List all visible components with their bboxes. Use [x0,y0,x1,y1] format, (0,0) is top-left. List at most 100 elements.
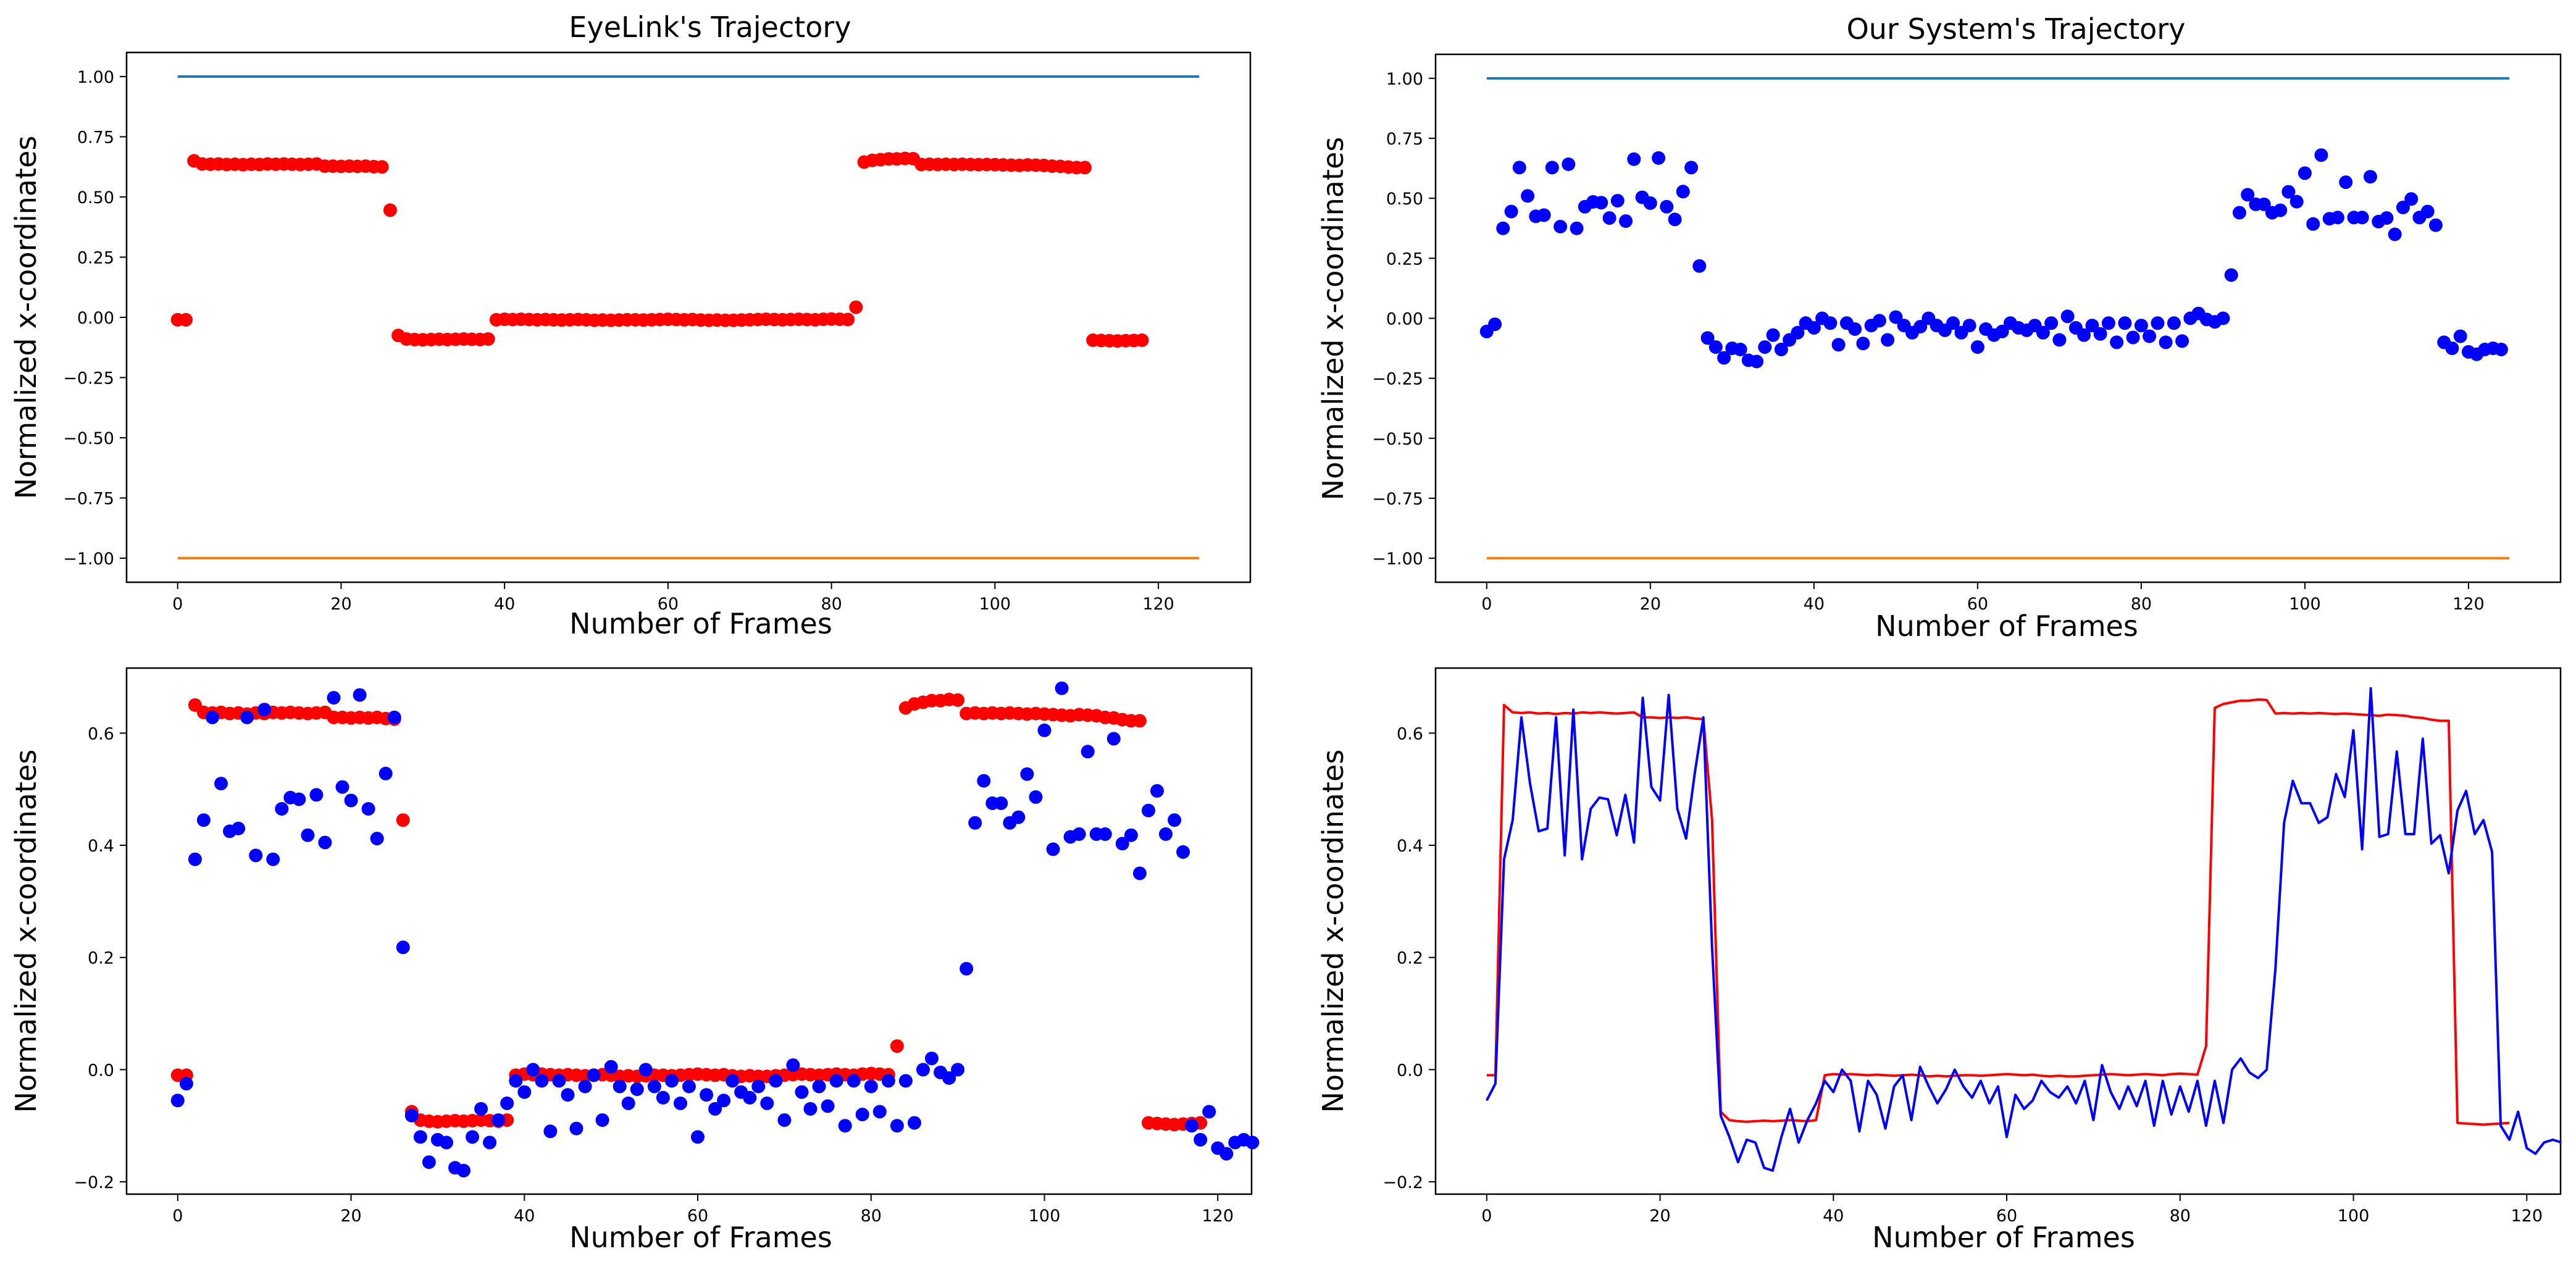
x-tick-label: 40 [514,1206,535,1226]
system-point [2134,319,2148,333]
system-point [1807,321,1821,335]
system-point [1774,343,1788,356]
x-tick-label: 20 [1640,595,1661,614]
system-point [361,802,375,816]
system-point [301,828,315,842]
system-point [483,1135,497,1150]
system-point [2110,335,2124,349]
system-point [491,1113,506,1127]
system-point [977,774,991,788]
eyelink-series-line [1486,698,2510,1126]
x-tick-label: 120 [2511,1206,2543,1226]
system-point [1684,161,1699,175]
system-point [1717,351,1731,365]
system-point [2281,185,2296,199]
x-tick-label: 120 [2453,595,2485,614]
data-marks [1486,687,2562,1172]
system-point [249,848,263,863]
panel-eyelink-trajectory: EyeLink's Trajectory 0 20 40 60 80 100 120 1.00… [9,10,1252,640]
system-point [2420,204,2435,219]
x-tick-label: 100 [2338,1206,2370,1226]
x-tick-label: 20 [1649,1206,1670,1226]
system-point [1106,732,1121,746]
plot-frame [125,667,1253,1195]
system-point [1202,1105,1216,1119]
system-point [2404,192,2419,206]
y-tick-label: 0.6 [1397,724,1423,743]
system-point [1055,681,1069,695]
system-point [1619,214,1633,228]
y-tick-label: 0.0 [1397,1061,1423,1080]
system-point [2060,309,2075,324]
system-point [916,1063,930,1077]
system-point [1159,827,1173,841]
system-point [404,1108,419,1123]
system-point [1823,316,1838,330]
x-tick-label: 0 [1481,595,1492,614]
system-point [1194,1132,1208,1147]
system-point [1545,161,1559,175]
system-point [1132,866,1147,880]
system-point [500,1096,514,1110]
data-marks [170,75,1200,559]
system-point [864,1079,878,1093]
system-point [2445,341,2459,356]
system-point [387,710,401,724]
system-point [1831,338,1846,352]
system-point [872,1105,887,1119]
system-point [2257,197,2271,211]
x-tick-label: 40 [1804,595,1825,614]
x-tick-label: 0 [1481,1206,1492,1226]
system-point [257,703,272,717]
system-point [1848,322,1862,336]
system-point [370,832,384,846]
system-point [2330,211,2344,225]
system-point [335,780,349,794]
system-point [717,1093,731,1108]
system-point [898,1074,913,1088]
eyelink-point [849,300,863,314]
data-marks [170,681,1260,1177]
y-tick-label: −1.00 [63,550,114,569]
system-point [1020,767,1034,781]
system-point [422,1155,436,1169]
x-tick-label: 80 [861,1206,882,1226]
y-tick-label: 0.2 [88,949,114,968]
y-tick-label: 0.6 [88,724,114,743]
system-point [2388,227,2402,241]
x-tick-label: 0 [172,1206,183,1226]
system-point [266,852,280,866]
system-point [829,1074,843,1088]
y-tick-label: 0.25 [77,249,114,268]
system-point [2380,211,2394,225]
system-series [1479,148,2508,369]
system-point [240,710,254,724]
system-point [1913,320,1928,334]
system-point [1115,837,1129,851]
system-point [587,1068,601,1082]
x-tick-label: 100 [979,595,1011,614]
system-point [292,792,306,806]
axis-ticks: 0 20 40 60 80 100 120 0.6 0.4 0.2 0.0 −0.2 [1382,724,2543,1226]
y-tick-label: 1.00 [1386,70,1423,89]
system-point [1766,328,1780,342]
x-tick-label: 100 [1029,1206,1061,1226]
system-point [674,1096,687,1110]
system-point [726,1074,740,1088]
eyelink-point [375,160,389,174]
x-axis-label: Number of Frames [569,1221,832,1254]
system-point [344,793,358,808]
system-point [2241,188,2255,202]
system-point [2363,170,2377,184]
system-point [1594,196,1608,210]
system-point [1037,723,1052,737]
x-tick-label: 60 [687,1206,708,1226]
system-point [327,691,341,705]
y-axis-label: Normalized x-coordinates [9,750,43,1113]
system-point [2428,218,2443,232]
x-tick-label: 60 [1967,595,1988,614]
eyelink-point [841,312,855,327]
system-point [613,1079,627,1093]
system-point [2314,148,2328,162]
eyelink-point [396,813,410,827]
